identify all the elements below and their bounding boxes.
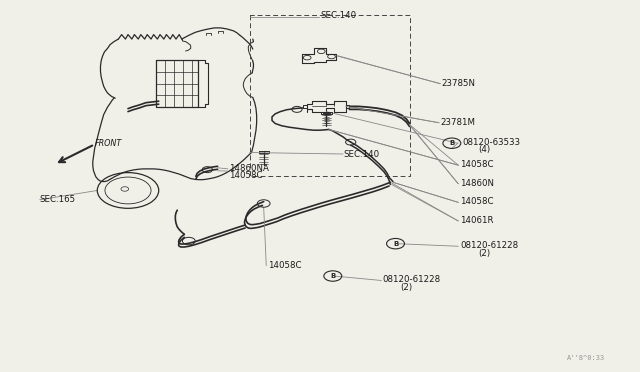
Text: SEC.140: SEC.140 <box>343 150 379 158</box>
Text: 14061R: 14061R <box>460 216 493 225</box>
Text: (2): (2) <box>479 249 491 258</box>
Text: (2): (2) <box>400 283 412 292</box>
Text: 23785N: 23785N <box>442 79 476 88</box>
Text: (4): (4) <box>479 145 491 154</box>
Text: 14860N: 14860N <box>460 179 493 187</box>
Text: 08120-63533: 08120-63533 <box>462 138 520 147</box>
Text: SEC.165: SEC.165 <box>40 195 76 204</box>
Text: A''8^0:33: A''8^0:33 <box>566 355 605 361</box>
Text: 14058C: 14058C <box>229 171 262 180</box>
Text: 08120-61228: 08120-61228 <box>461 241 519 250</box>
Text: 23781M: 23781M <box>440 118 476 127</box>
Text: B: B <box>449 140 454 146</box>
Text: 14058C: 14058C <box>460 197 493 206</box>
Text: 08120-61228: 08120-61228 <box>383 275 441 284</box>
Text: B: B <box>330 273 335 279</box>
Text: B: B <box>393 241 398 247</box>
Text: 14058C: 14058C <box>460 160 493 169</box>
Text: 14860NA: 14860NA <box>229 164 269 173</box>
Text: FRONT: FRONT <box>95 139 122 148</box>
Text: 14058C: 14058C <box>268 261 301 270</box>
Text: SEC.140: SEC.140 <box>320 11 356 20</box>
